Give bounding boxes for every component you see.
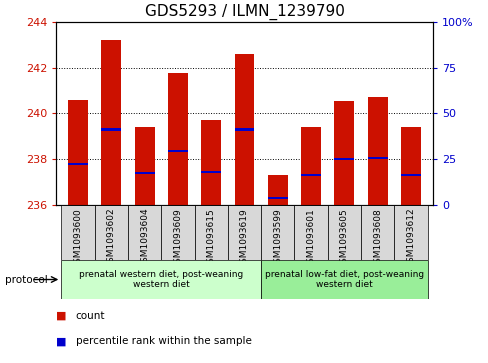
- Bar: [261, 260, 427, 299]
- Bar: [267, 197, 287, 199]
- Text: GSM1093605: GSM1093605: [339, 208, 348, 269]
- Bar: [201, 171, 221, 173]
- Bar: [394, 205, 427, 260]
- Text: GSM1093609: GSM1093609: [173, 208, 182, 269]
- Bar: [334, 158, 354, 160]
- Text: GSM1093600: GSM1093600: [73, 208, 82, 269]
- Bar: [400, 174, 420, 176]
- Text: GSM1093604: GSM1093604: [140, 208, 149, 269]
- Bar: [68, 100, 88, 205]
- Text: prenatal western diet, post-weaning
western diet: prenatal western diet, post-weaning west…: [79, 270, 243, 289]
- Bar: [128, 205, 161, 260]
- Bar: [68, 163, 88, 165]
- Bar: [267, 175, 287, 205]
- Bar: [167, 73, 187, 205]
- Bar: [61, 205, 94, 260]
- Text: ■: ■: [56, 311, 66, 321]
- Title: GDS5293 / ILMN_1239790: GDS5293 / ILMN_1239790: [144, 4, 344, 20]
- Text: ■: ■: [56, 336, 66, 346]
- Bar: [294, 205, 327, 260]
- Text: count: count: [76, 311, 105, 321]
- Bar: [400, 127, 420, 205]
- Text: GSM1093601: GSM1093601: [306, 208, 315, 269]
- Bar: [194, 205, 227, 260]
- Text: GSM1093615: GSM1093615: [206, 208, 215, 269]
- Bar: [234, 129, 254, 131]
- Bar: [234, 54, 254, 205]
- Bar: [161, 205, 194, 260]
- Bar: [134, 127, 154, 205]
- Text: GSM1093602: GSM1093602: [106, 208, 116, 269]
- Bar: [367, 97, 387, 205]
- Bar: [367, 157, 387, 159]
- Text: percentile rank within the sample: percentile rank within the sample: [76, 336, 251, 346]
- Bar: [360, 205, 394, 260]
- Bar: [61, 260, 261, 299]
- Bar: [327, 205, 360, 260]
- Text: GSM1093608: GSM1093608: [372, 208, 382, 269]
- Text: protocol: protocol: [5, 274, 47, 285]
- Bar: [101, 40, 121, 205]
- Text: GSM1093599: GSM1093599: [273, 208, 282, 269]
- Bar: [301, 174, 321, 176]
- Bar: [261, 205, 294, 260]
- Bar: [94, 205, 128, 260]
- Bar: [301, 127, 321, 205]
- Bar: [134, 172, 154, 174]
- Text: prenatal low-fat diet, post-weaning
western diet: prenatal low-fat diet, post-weaning west…: [264, 270, 423, 289]
- Bar: [334, 101, 354, 205]
- Bar: [101, 129, 121, 131]
- Bar: [201, 120, 221, 205]
- Text: GSM1093612: GSM1093612: [406, 208, 415, 269]
- Bar: [227, 205, 261, 260]
- Bar: [167, 150, 187, 152]
- Text: GSM1093619: GSM1093619: [240, 208, 248, 269]
